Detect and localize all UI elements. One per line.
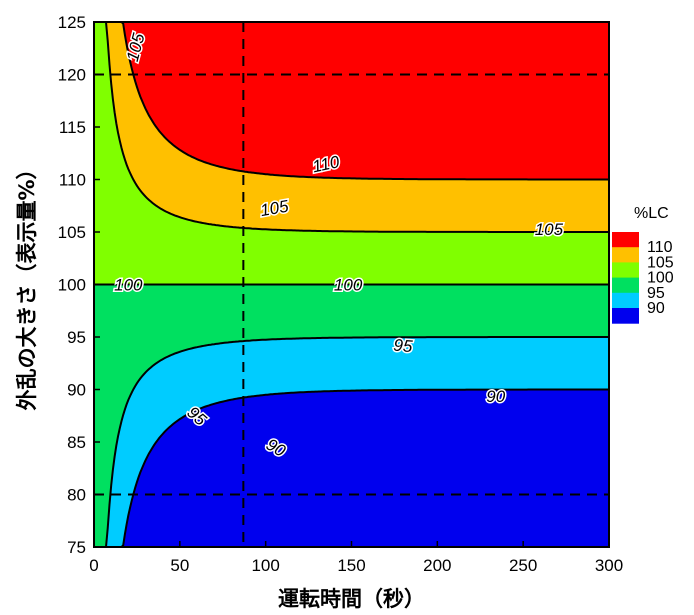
contour-label: 105 <box>533 218 565 240</box>
legend-swatch <box>612 247 639 263</box>
y-axis: 75 80 85 90 95 100 105 110 115 120 125 <box>58 13 100 557</box>
legend-swatch <box>612 262 639 279</box>
y-tick-label: 115 <box>59 118 86 137</box>
y-tick-label: 125 <box>58 13 86 32</box>
legend-swatch <box>612 308 639 324</box>
svg-text:90: 90 <box>486 387 505 406</box>
x-tick-label: 150 <box>337 556 365 575</box>
y-tick-label: 75 <box>67 538 86 557</box>
contour-label: 100 <box>113 274 145 296</box>
y-tick-label: 105 <box>58 223 86 242</box>
x-tick-label: 250 <box>509 556 537 575</box>
y-tick-label: 80 <box>67 486 86 505</box>
y-tick-label: 110 <box>59 171 86 190</box>
x-axis-title: 運転時間（秒） <box>278 587 425 611</box>
y-tick-label: 85 <box>67 433 86 452</box>
legend-swatch <box>612 277 639 294</box>
y-tick-label: 95 <box>67 328 86 347</box>
band-below-90 <box>119 389 609 547</box>
y-tick-label: 120 <box>58 66 86 85</box>
contour-line-105 <box>105 21 609 233</box>
legend-label: 95 <box>647 285 665 302</box>
contour-lines <box>94 21 609 548</box>
contour-line-90 <box>119 388 609 548</box>
x-axis: 0 50 100 150 200 250 300 <box>89 541 623 575</box>
y-axis-title: 外乱の大きさ（表示量%） <box>15 158 39 410</box>
contour-label: 95 <box>391 334 415 358</box>
contour-line-95 <box>105 336 609 548</box>
legend-label: 105 <box>647 254 674 271</box>
legend-label: 110 <box>647 239 673 256</box>
svg-text:105: 105 <box>535 220 564 239</box>
band-110-up <box>119 22 609 180</box>
x-tick-label: 300 <box>595 556 623 575</box>
contour-line-110 <box>119 21 609 181</box>
legend-swatch <box>612 292 639 309</box>
contour-label: 90 <box>485 385 507 407</box>
svg-text:100: 100 <box>114 276 143 295</box>
y-tick-label: 90 <box>67 381 86 400</box>
x-tick-label: 100 <box>251 556 279 575</box>
x-tick-label: 0 <box>89 556 98 575</box>
svg-text:100: 100 <box>334 276 363 295</box>
contour-label: 100 <box>332 274 364 296</box>
legend-title: %LC <box>634 205 669 222</box>
svg-text:95: 95 <box>393 336 414 357</box>
x-tick-label: 50 <box>170 556 189 575</box>
y-tick-label: 100 <box>58 276 86 295</box>
legend-label: 90 <box>647 300 665 317</box>
reference-lines <box>94 22 609 547</box>
x-tick-label: 200 <box>423 556 451 575</box>
legend-label: 100 <box>647 270 674 287</box>
legend-swatch <box>612 232 639 248</box>
